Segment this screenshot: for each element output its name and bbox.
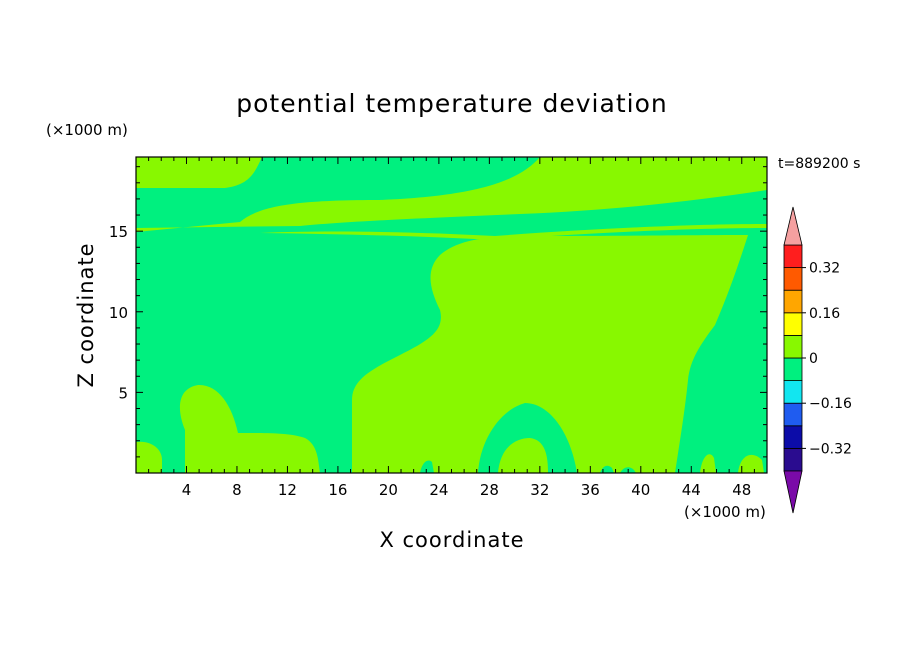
contour-field: [136, 157, 767, 473]
colorbar-cell: [783, 425, 803, 449]
x-tick-label: 12: [278, 481, 297, 499]
y-tick-label: 10: [109, 304, 128, 322]
colorbar-tick-label: −0.16: [809, 396, 852, 412]
band-positive-small: [738, 454, 764, 473]
x-tick-label: 48: [732, 481, 751, 499]
x-unit-label: (×1000 m): [684, 503, 766, 521]
colorbar-tick-label: 0.16: [809, 306, 840, 322]
band-positive-small: [136, 157, 262, 188]
x-tick-label: 40: [631, 481, 650, 499]
colorbar-cell: [783, 380, 803, 404]
colorbar-cell: [783, 402, 803, 427]
colorbar-cell: [783, 312, 803, 336]
colorbar-tick-label: 0.32: [809, 261, 840, 277]
colorbar-tick-label: −0.32: [809, 441, 852, 457]
x-axis-label: X coordinate: [379, 528, 524, 552]
x-tick-label: 8: [232, 481, 242, 499]
band-positive-small: [136, 441, 162, 473]
colorbar-cell: [783, 244, 803, 269]
chart-title: potential temperature deviation: [236, 89, 667, 118]
colorbar-cell: [783, 447, 803, 472]
colorbar-over-triangle: [783, 206, 803, 246]
colorbar-cell: [783, 289, 803, 314]
y-unit-label: (×1000 m): [46, 121, 128, 139]
colorbar-tick-label: 0: [809, 351, 818, 367]
colorbar: 0.32 0.16 0 −0.16 −0.32: [783, 206, 852, 514]
time-label: t=889200 s: [778, 156, 860, 172]
x-tick-label: 36: [581, 481, 600, 499]
colorbar-cell: [783, 357, 803, 382]
x-tick-label: 24: [429, 481, 448, 499]
band-positive-small: [260, 224, 767, 240]
band-negative-small: [688, 330, 767, 473]
x-tick-label: 4: [182, 481, 192, 499]
x-tick-label: 20: [379, 481, 398, 499]
x-tick-label: 44: [682, 481, 701, 499]
y-axis-label: Z coordinate: [74, 242, 98, 387]
colorbar-under-triangle: [783, 470, 803, 514]
colorbar-cell: [783, 267, 803, 291]
band-positive-small: [352, 235, 748, 473]
x-tick-label: 16: [328, 481, 347, 499]
band-positive-small: [136, 157, 767, 232]
band-positive-small: [700, 454, 716, 473]
x-tick-label: 32: [530, 481, 549, 499]
band-positive-small: [498, 438, 548, 473]
y-tick-label: 5: [118, 384, 128, 402]
y-tick-label: 15: [109, 223, 128, 241]
x-tick-label: 28: [480, 481, 499, 499]
colorbar-cell: [783, 334, 803, 359]
band-positive-small: [179, 384, 320, 473]
